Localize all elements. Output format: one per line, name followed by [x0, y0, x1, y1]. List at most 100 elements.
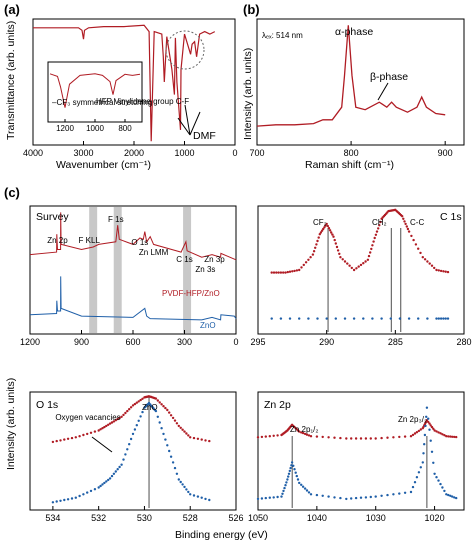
o1s-hybrid-point [122, 413, 125, 417]
c1s-hybrid-point [373, 236, 376, 240]
o1s-hybrid-point [120, 415, 123, 418]
c1s-hybrid-point [275, 271, 278, 274]
zn2p-hybrid-point [419, 428, 422, 431]
o1s-hybrid-point [86, 432, 89, 436]
o1s-hybrid-point [139, 398, 142, 402]
zn2p-hybrid-point [256, 436, 260, 439]
c1s-hybrid-point [374, 233, 378, 236]
o1s-hybrid-point [141, 397, 144, 400]
zn2p-zno-point [303, 487, 307, 490]
c1s-zno-point [316, 317, 319, 320]
zn2p-hybrid-point [359, 437, 363, 440]
o1s-hybrid-points [51, 395, 211, 444]
survey-x-tick-label: 1200 [20, 337, 40, 347]
o1s-hybrid-point [200, 438, 203, 441]
c1s-hybrid-point [352, 268, 356, 272]
c1s-hybrid-point [331, 233, 334, 236]
inset-cf3-label: –CF₃ symmetrical stretching [52, 98, 152, 107]
zn2p-hybrid-point [298, 430, 301, 433]
c1s-hybrid-point [298, 268, 301, 272]
zn2p-hybrid-point [415, 431, 419, 434]
o1s-hybrid-point [131, 404, 135, 407]
zn2p-hybrid-point [413, 432, 417, 435]
zn2p-x-tick-label: 1050 [248, 513, 268, 523]
c1s-x-tick-label: 295 [250, 337, 265, 347]
zn2p-zno-point [439, 482, 442, 486]
c1s-hybrid-point [315, 243, 318, 246]
o1s-zno-point [105, 480, 108, 483]
zn2p-hybrid-point [268, 435, 271, 438]
o1s-zno-point [86, 491, 89, 494]
zn2p-zno-point [307, 491, 311, 494]
o1s-hybrid-point [59, 439, 62, 442]
zn2p-hybrid-point [350, 437, 353, 440]
binding-energy-xlabel: Binding energy (eV) [175, 529, 268, 541]
beta-phase-label: β-phase [370, 71, 408, 83]
panel-a-ticks: 4000 3000 2000 1000 0 [23, 141, 238, 158]
o1s-hybrid-point [99, 428, 102, 431]
o1s-zno-point [66, 498, 70, 501]
zn2p-hybrid-point [327, 436, 330, 439]
survey-x-tick-label: 0 [233, 337, 238, 347]
o1s-zno-point [177, 478, 180, 481]
zn2p-zno-point [300, 483, 303, 486]
c1s-hybrid-point [401, 215, 404, 218]
c1s-hybrid-point [371, 244, 374, 247]
c1s-hybrid-point [327, 227, 331, 230]
o1s-zno-point [103, 481, 106, 485]
c1s-hybrid-point [430, 264, 434, 267]
zn2p-zno-point [428, 428, 431, 431]
o1s-hybrid-point [189, 436, 192, 439]
zn2p-zno-point [409, 490, 413, 494]
survey-peak-label: F 1s [108, 215, 124, 224]
c1s-zno-point [446, 317, 450, 320]
c1s-hybrid-point [435, 268, 438, 272]
c1s-zno-point [288, 317, 292, 320]
survey-bands [89, 207, 192, 333]
o1s-zno-point [137, 419, 140, 422]
survey-x-tick-label: 900 [74, 337, 89, 347]
panel-b-x-tick-label: 700 [249, 148, 264, 158]
survey-peak-label: O 1s [131, 238, 148, 247]
zn2p-hybrid-point [264, 435, 267, 438]
c1s-zno-point [426, 317, 429, 320]
o1s-zno-label: ZnO [142, 403, 158, 412]
zn2p-hybrid-point [303, 432, 307, 436]
zn2p-zno-point [447, 493, 450, 497]
o1s-zno-point [200, 496, 203, 499]
o1s-hybrid-point [160, 403, 163, 406]
c1s-hybrid-point [324, 224, 327, 227]
zn2p-hybrid-point [439, 432, 442, 435]
c1s-hybrid-point [410, 234, 413, 238]
c1s-zno-point [407, 317, 411, 320]
o1s-hybrid-point [185, 432, 188, 435]
o1s-zno-point [118, 465, 121, 469]
c1s-hybrid-point [277, 271, 280, 274]
zn2p-zno-point [287, 472, 291, 475]
c1s-hybrid-point [307, 258, 310, 261]
o1s-zno-point [160, 427, 163, 430]
c1s-zno-point [439, 317, 443, 320]
o1s-hybrid-point [133, 402, 137, 406]
zn2p-hybrid-point [272, 434, 275, 437]
alpha-phase-label: α-phase [335, 26, 373, 38]
c1s-hybrid-point [304, 261, 308, 264]
o1s-x-tick-label: 528 [183, 513, 198, 523]
c1s-hybrid-point [407, 230, 411, 233]
zn2p-hybrid-point [301, 431, 305, 435]
survey-ticks: 1200 900 600 300 0 [20, 330, 239, 347]
panel-b-frame [256, 18, 465, 146]
c1s-hybrid-point [378, 224, 381, 227]
o1s-zno-point [59, 499, 62, 502]
zn2p-hybrid-point [443, 434, 446, 437]
o1s-hybrid-point [112, 420, 116, 423]
zn2p-zno-point [284, 484, 287, 487]
c1s-zno-point [279, 317, 283, 320]
panel-a-inset-ticks: 1200 1000 800 [56, 119, 132, 133]
zn2p-zno-point [296, 478, 300, 481]
zn2p-hybrid-point [354, 437, 358, 440]
zn2p-zno-point [403, 491, 407, 494]
c1s-hybrid-point [359, 263, 363, 267]
o1s-zno-points [51, 401, 211, 504]
survey-peak-label: C 1s [176, 255, 192, 264]
